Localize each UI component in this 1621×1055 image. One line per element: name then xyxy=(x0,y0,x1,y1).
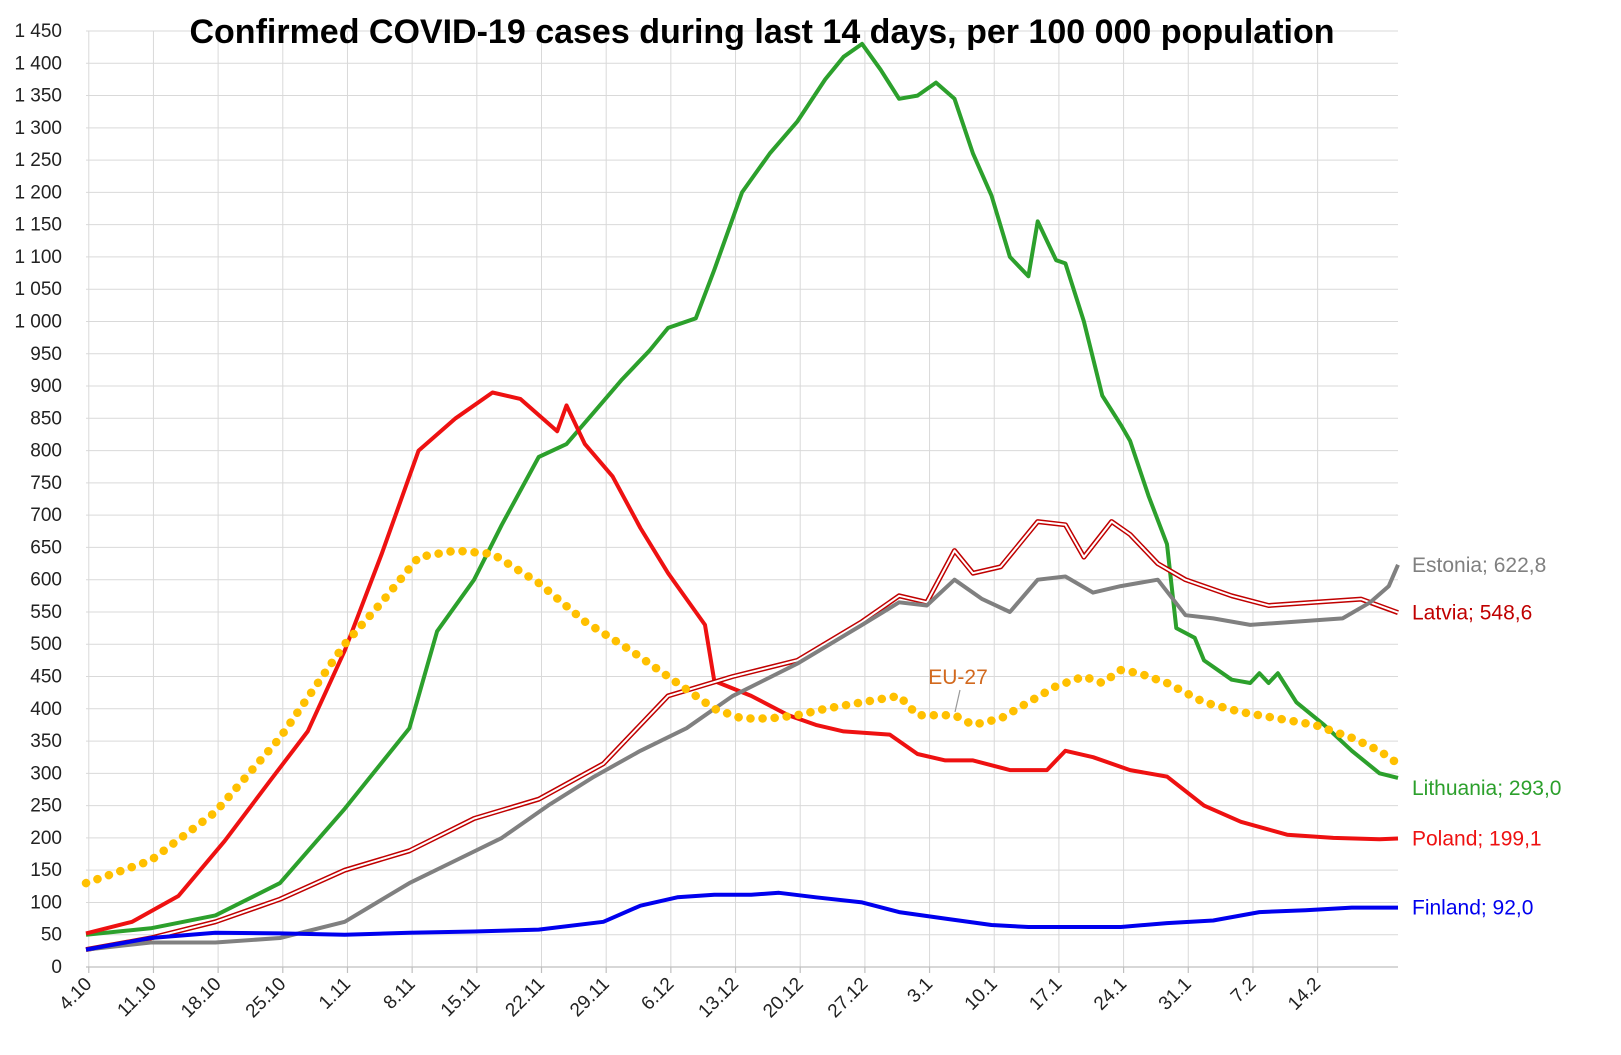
x-tick-label: 27.12 xyxy=(824,974,872,1022)
y-tick-label: 650 xyxy=(30,537,62,558)
series-label-poland: Poland; 199,1 xyxy=(1412,828,1542,851)
x-tick-label: 1.11 xyxy=(315,974,355,1014)
series-line-latvia-inner xyxy=(85,520,1399,951)
x-tick-label: 24.1 xyxy=(1090,974,1131,1015)
y-tick-label: 800 xyxy=(30,441,62,462)
y-tick-label: 1 200 xyxy=(14,182,62,203)
x-tick-label: 14.2 xyxy=(1284,974,1325,1015)
y-tick-label: 1 050 xyxy=(14,279,62,300)
y-tick-label: 550 xyxy=(30,602,62,623)
x-tick-label: 10.1 xyxy=(961,974,1002,1015)
series-line-estonia xyxy=(85,564,1400,952)
series-label-finland: Finland; 92,0 xyxy=(1412,897,1533,920)
series-line-lithuania xyxy=(85,41,1399,937)
y-tick-label: 1 150 xyxy=(14,215,62,236)
y-tick-label: 1 250 xyxy=(14,150,62,171)
y-axis-tick-labels: 0 50 100 150 200 250 300 350 400 450 500 550 600 650 7… xyxy=(14,21,62,978)
y-tick-label: 450 xyxy=(30,667,62,688)
x-tick-label: 17.1 xyxy=(1025,974,1066,1015)
eu27-annotation: EU-27 xyxy=(928,666,988,689)
x-tick-label: 15.11 xyxy=(437,974,484,1021)
chart-title: Confirmed COVID-19 cases during last 14 … xyxy=(189,13,1334,51)
y-tick-label: 300 xyxy=(30,763,62,784)
series-end-labels: Lithuania; 293,0 Poland; 199,1 Latvia; 548… xyxy=(928,554,1561,920)
y-tick-label: 600 xyxy=(30,570,62,591)
x-tick-label: 8.11 xyxy=(380,974,420,1014)
y-tick-label: 200 xyxy=(30,828,62,849)
y-tick-label: 50 xyxy=(41,925,62,946)
y-tick-label: 0 xyxy=(51,957,62,978)
series-lines xyxy=(81,41,1403,953)
x-tick-label: 18.10 xyxy=(177,974,225,1022)
x-axis-tick-labels: 4.10 11.10 18.10 25.10 1.11 8.11 15.11 22.11 29.… xyxy=(55,974,1325,1022)
axes xyxy=(86,966,1398,973)
y-tick-label: 700 xyxy=(30,505,62,526)
x-tick-label: 11.10 xyxy=(114,974,161,1021)
x-tick-label: 4.10 xyxy=(55,974,96,1015)
series-label-lithuania: Lithuania; 293,0 xyxy=(1412,777,1561,800)
y-tick-label: 1 100 xyxy=(14,247,62,268)
x-tick-label: 7.2 xyxy=(1227,974,1261,1008)
y-tick-label: 250 xyxy=(30,796,62,817)
x-tick-label: 25.10 xyxy=(242,974,290,1022)
y-tick-label: 750 xyxy=(30,473,62,494)
y-tick-label: 350 xyxy=(30,731,62,752)
y-tick-label: 500 xyxy=(30,634,62,655)
y-tick-label: 400 xyxy=(30,699,62,720)
y-tick-label: 950 xyxy=(30,344,62,365)
x-tick-label: 29.11 xyxy=(566,974,613,1021)
series-label-latvia: Latvia; 548,6 xyxy=(1412,602,1532,625)
y-tick-label: 1 450 xyxy=(14,21,62,42)
x-tick-label: 20.12 xyxy=(759,974,807,1022)
gridlines xyxy=(86,30,1398,967)
x-tick-label: 13.12 xyxy=(695,974,743,1022)
series-line-eu-27 xyxy=(81,546,1403,888)
y-tick-label: 850 xyxy=(30,408,62,429)
x-tick-label: 31.1 xyxy=(1155,974,1196,1015)
x-tick-label: 3.1 xyxy=(904,974,938,1008)
x-tick-label: 22.11 xyxy=(502,974,549,1021)
eu27-leader-line xyxy=(954,689,961,713)
y-tick-label: 100 xyxy=(30,892,62,913)
y-tick-label: 1 400 xyxy=(14,53,62,74)
x-tick-label: 6.12 xyxy=(637,974,678,1015)
y-tick-label: 1 300 xyxy=(14,118,62,139)
y-tick-label: 900 xyxy=(30,376,62,397)
y-tick-label: 150 xyxy=(30,860,62,881)
series-line-finland xyxy=(85,890,1398,952)
y-tick-label: 1 000 xyxy=(14,311,62,332)
y-tick-label: 1 350 xyxy=(14,86,62,107)
series-label-estonia: Estonia; 622,8 xyxy=(1412,554,1546,577)
